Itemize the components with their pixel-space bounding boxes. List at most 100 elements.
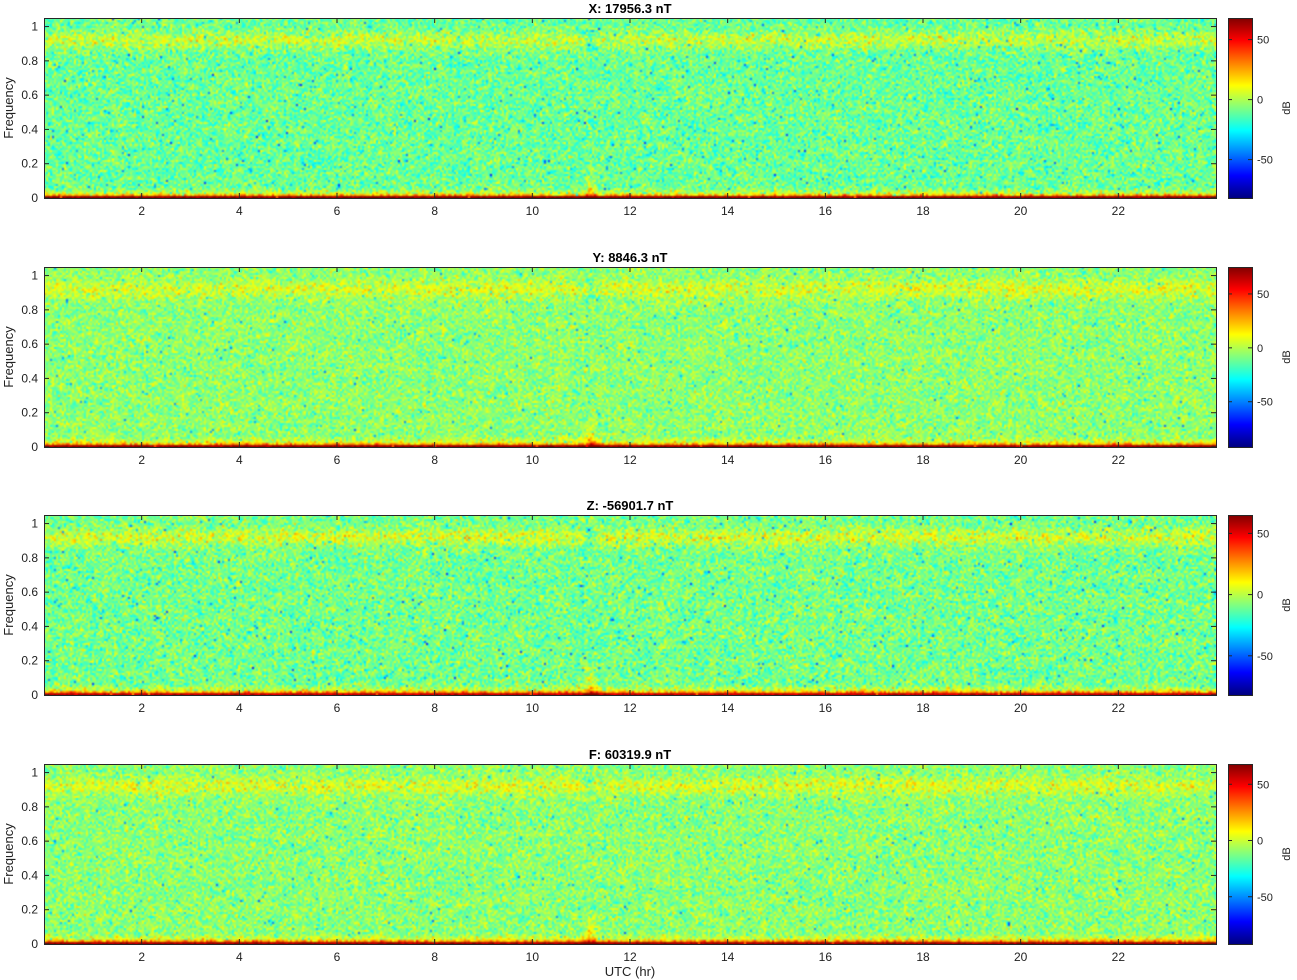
x-tick-label: 16 (819, 950, 833, 964)
colorbar-label: dB (1281, 350, 1293, 363)
x-tick-label: 4 (236, 701, 243, 715)
x-tick-label: 4 (236, 204, 243, 218)
y-tick-label: 0.4 (21, 371, 38, 385)
colorbar-frame (1228, 18, 1253, 199)
x-tick-label: 6 (334, 950, 341, 964)
y-tick-label: 0.2 (21, 654, 38, 668)
colorbar-frame (1228, 267, 1253, 448)
y-tick-label: 1 (31, 766, 38, 780)
y-tick-label: 0.4 (21, 868, 38, 882)
y-tick-label: 0.2 (21, 406, 38, 420)
x-tick-label: 22 (1112, 453, 1126, 467)
x-tick-label: 18 (916, 204, 930, 218)
colorbar-frame (1228, 515, 1253, 696)
colorbar-tick-label: 50 (1257, 289, 1269, 301)
x-tick-label: 10 (526, 453, 540, 467)
spectrogram-image (44, 764, 1216, 944)
y-axis-label: Frequency (1, 77, 16, 139)
panel-2: 2 4 6 8 10 12 14 16 18 20 22 0 0.2 0.4 0.6 0.8 1 Z: -5690… (1, 498, 1293, 715)
x-tick-label: 14 (721, 950, 735, 964)
x-tick-label: 12 (623, 701, 637, 715)
panel-3: 2 4 6 8 10 12 14 16 18 20 22 0 0.2 0.4 0.6 0.8 1 F: 60319… (1, 747, 1293, 979)
x-tick-label: 2 (138, 453, 145, 467)
y-tick-label: 1 (31, 20, 38, 34)
colorbar-tick-label: -50 (1257, 651, 1273, 663)
x-tick-label: 6 (334, 204, 341, 218)
y-tick-label: 0.2 (21, 903, 38, 917)
colorbar-tick-label: 50 (1257, 528, 1269, 540)
colorbar-tick-label: 0 (1257, 836, 1263, 848)
x-tick-label: 8 (431, 701, 438, 715)
colorbar-tick-label: 0 (1257, 590, 1263, 602)
y-axis-label: Frequency (1, 823, 16, 885)
colorbar-tick-label: 50 (1257, 779, 1269, 791)
y-tick-label: 0 (31, 440, 38, 454)
x-tick-label: 22 (1112, 204, 1126, 218)
x-tick-label: 20 (1014, 950, 1028, 964)
x-tick-label: 20 (1014, 453, 1028, 467)
x-tick-label: 10 (526, 701, 540, 715)
x-tick-label: 14 (721, 453, 735, 467)
colorbar-tick-label: 0 (1257, 95, 1263, 107)
colorbar-tick-label: 0 (1257, 343, 1263, 355)
y-tick-label: 0.6 (21, 585, 38, 599)
x-tick-label: 18 (916, 453, 930, 467)
colorbar-label: dB (1281, 101, 1293, 114)
x-tick-label: 12 (623, 950, 637, 964)
spectrogram-image (44, 515, 1216, 695)
spectrogram-image (44, 18, 1216, 198)
x-tick-label: 16 (819, 453, 833, 467)
x-axis-label: UTC (hr) (605, 964, 656, 979)
x-tick-label: 10 (526, 950, 540, 964)
panel-title: Y: 8846.3 nT (593, 250, 668, 265)
panel-1: 2 4 6 8 10 12 14 16 18 20 22 0 0.2 0.4 0.6 0.8 1 Y: 8846.… (1, 250, 1293, 467)
x-tick-label: 20 (1014, 701, 1028, 715)
x-tick-label: 4 (236, 453, 243, 467)
x-tick-label: 2 (138, 204, 145, 218)
x-tick-label: 18 (916, 701, 930, 715)
colorbar (1228, 18, 1252, 198)
y-tick-label: 0.8 (21, 551, 38, 565)
y-tick-label: 0.6 (21, 88, 38, 102)
x-tick-label: 20 (1014, 204, 1028, 218)
y-tick-label: 0.4 (21, 122, 38, 136)
x-tick-label: 8 (431, 204, 438, 218)
y-axis-label: Frequency (1, 326, 16, 388)
colorbar-tick-label: -50 (1257, 397, 1273, 409)
x-tick-label: 18 (916, 950, 930, 964)
x-tick-label: 6 (334, 453, 341, 467)
colorbar (1228, 515, 1252, 695)
y-tick-label: 0.8 (21, 800, 38, 814)
x-tick-label: 10 (526, 204, 540, 218)
colorbar-tick-label: -50 (1257, 892, 1273, 904)
x-tick-label: 22 (1112, 950, 1126, 964)
y-tick-label: 1 (31, 269, 38, 283)
colorbar-frame (1228, 764, 1253, 945)
colorbar-tick-label: -50 (1257, 155, 1273, 167)
colorbar (1228, 267, 1252, 447)
x-tick-label: 12 (623, 453, 637, 467)
colorbar-tick-label: 50 (1257, 35, 1269, 47)
y-tick-label: 0.6 (21, 834, 38, 848)
x-tick-label: 6 (334, 701, 341, 715)
x-tick-label: 16 (819, 204, 833, 218)
colorbar-label: dB (1281, 847, 1293, 860)
y-axis-label: Frequency (1, 574, 16, 636)
y-tick-label: 0 (31, 688, 38, 702)
x-tick-label: 8 (431, 453, 438, 467)
x-tick-label: 2 (138, 950, 145, 964)
colorbar-label: dB (1281, 598, 1293, 611)
y-tick-label: 0.4 (21, 619, 38, 633)
x-tick-label: 2 (138, 701, 145, 715)
x-tick-label: 22 (1112, 701, 1126, 715)
x-tick-label: 14 (721, 204, 735, 218)
panel-title: Z: -56901.7 nT (587, 498, 674, 513)
y-tick-label: 0.6 (21, 337, 38, 351)
x-tick-label: 16 (819, 701, 833, 715)
y-tick-label: 0.8 (21, 54, 38, 68)
panel-0: 2 4 6 8 10 12 14 16 18 20 22 0 0.2 0.4 0.6 0.8 1 X: 17956… (1, 1, 1293, 218)
x-tick-label: 12 (623, 204, 637, 218)
x-tick-label: 14 (721, 701, 735, 715)
x-tick-label: 8 (431, 950, 438, 964)
